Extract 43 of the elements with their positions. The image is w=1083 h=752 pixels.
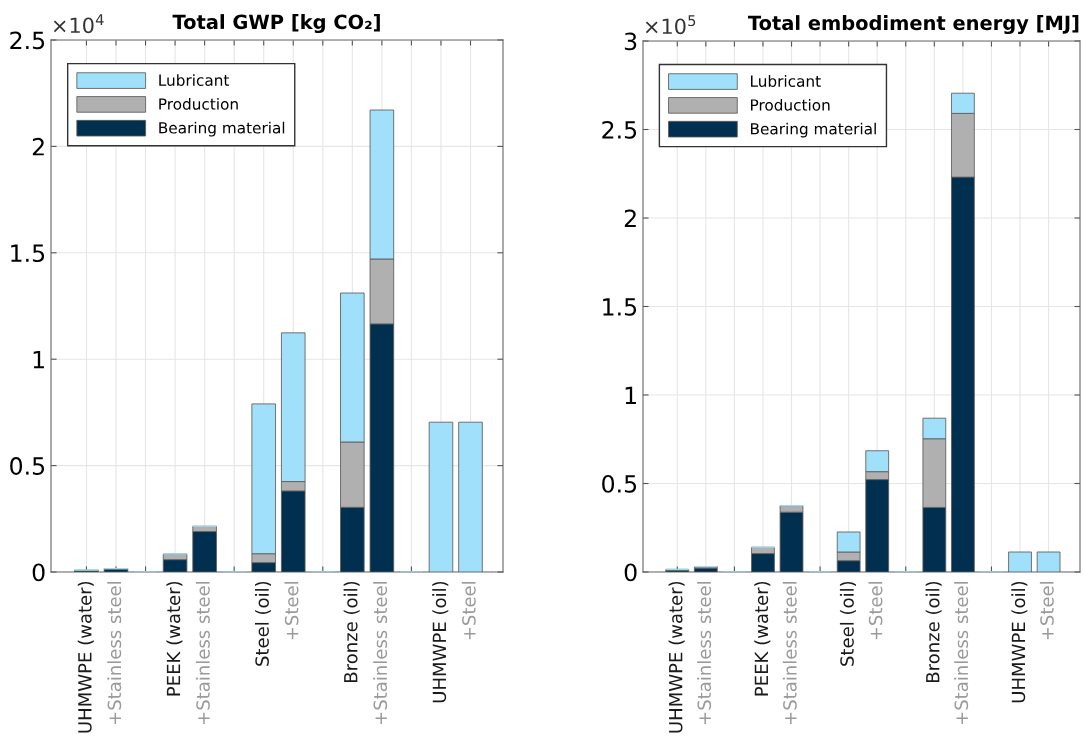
x-tick-label: +Steel — [868, 582, 883, 640]
y-tick-label: 1.5 — [11, 244, 45, 263]
y-tick-label: 3 — [624, 32, 637, 51]
x-tick-label: Bronze (oil) — [343, 581, 360, 682]
x-tick-label: UHMWPE (water) — [77, 581, 94, 733]
y-tick-label: 0.5 — [10, 457, 45, 475]
x-tick-label: +Stainless steel — [697, 582, 712, 725]
legend-label: Bearing material — [159, 121, 285, 137]
x-tick-label: +Stainless steel — [107, 582, 122, 725]
text: ×10$^{4}$ — [53, 14, 104, 34]
y-tick-label: 2 — [624, 209, 636, 227]
y-tick-label: 0 — [624, 563, 637, 582]
y-tick-label: 1 — [625, 386, 636, 404]
x-tick-label: +Steel — [284, 582, 299, 640]
legend-label: Lubricant — [751, 75, 821, 87]
x-tick-label: Steel (oil) — [839, 581, 857, 666]
y-tick-label: 2.5 — [602, 120, 637, 139]
x-tick-label: +Steel — [1039, 582, 1054, 640]
y-tick-label: 2 — [32, 137, 44, 156]
x-tick-label: Bronze (oil) — [925, 581, 942, 682]
text: ×10$^{5}$ — [645, 15, 696, 35]
chart-title: Total embodiment energy [MJ] — [748, 15, 1079, 35]
x-tick-label: +Stainless steel — [195, 582, 210, 725]
chart-title: Total GWP [kg CO₂] — [172, 14, 380, 34]
x-tick-label: +Steel — [461, 582, 476, 640]
legend-label: Bearing material — [751, 122, 876, 138]
x-tick-label: +Stainless steel — [782, 582, 797, 725]
y-tick-label: 1.5 — [603, 298, 637, 316]
y-tick-label: 0 — [32, 563, 45, 582]
x-tick-label: +Stainless steel — [373, 582, 388, 725]
x-tick-label: +Stainless steel — [954, 582, 969, 725]
y-tick-label: 0.5 — [602, 474, 637, 493]
x-tick-label: Steel (oil) — [254, 581, 272, 666]
x-tick-label: PEEK (water) — [754, 581, 771, 696]
y-tick-label: 2.5 — [10, 31, 45, 50]
x-tick-label: UHMWPE (water) — [668, 581, 685, 733]
legend-label: Lubricant — [159, 74, 230, 86]
legend-label: Production — [751, 98, 830, 111]
legend-label: Production — [159, 97, 238, 110]
y-tick-label: 1 — [33, 350, 44, 369]
x-tick-label: PEEK (water) — [166, 581, 183, 696]
x-tick-label: UHMWPE (oil) — [1011, 581, 1028, 703]
x-tick-label: UHMWPE (oil) — [432, 581, 449, 703]
